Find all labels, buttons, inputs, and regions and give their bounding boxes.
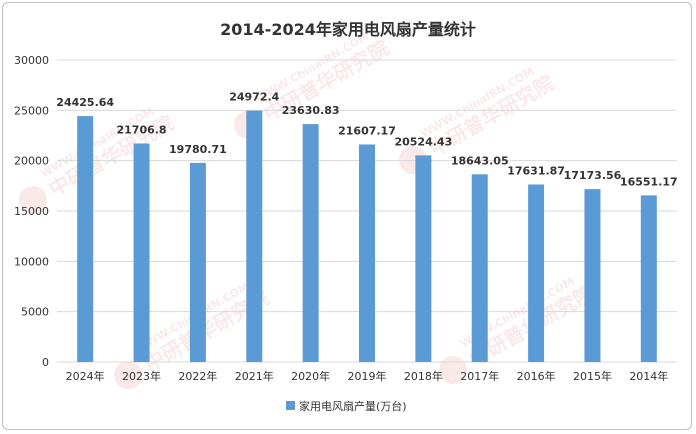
legend-swatch <box>286 401 295 410</box>
bar <box>640 195 657 362</box>
x-tick-label: 2021年 <box>235 369 274 383</box>
x-tick-label: 2018年 <box>404 369 443 383</box>
bar <box>189 162 206 362</box>
data-label: 20524.43 <box>394 135 452 148</box>
y-tick-label: 20000 <box>14 155 49 168</box>
watermark-logo-icon <box>114 361 143 389</box>
x-tick-label: 2024年 <box>66 369 105 383</box>
bar <box>584 189 601 362</box>
bar <box>471 174 488 362</box>
data-label: 19780.71 <box>169 143 227 156</box>
bar <box>528 184 545 362</box>
x-tick-label: 2015年 <box>573 369 612 383</box>
y-tick-label: 0 <box>42 356 49 369</box>
bar <box>77 116 94 362</box>
x-tick-label: 2017年 <box>460 369 499 383</box>
y-tick-label: 30000 <box>14 54 49 67</box>
x-tick-label: 2020年 <box>291 369 330 383</box>
data-label: 24425.64 <box>56 96 114 109</box>
chart-frame <box>2 2 692 430</box>
x-tick-label: 2023年 <box>122 369 161 383</box>
legend: 家用电风扇产量(万台) <box>286 399 407 413</box>
data-label: 17631.87 <box>507 165 565 178</box>
bars <box>77 110 657 363</box>
bar <box>359 144 375 362</box>
data-label: 23630.83 <box>282 104 340 117</box>
bar <box>415 155 432 362</box>
x-tick-label: 2019年 <box>348 369 387 383</box>
bar <box>133 143 150 362</box>
x-tick-label: 2014年 <box>629 369 668 383</box>
y-axis-ticks: 0 5000 10000 15000 20000 25000 30000 <box>14 54 49 369</box>
data-label: 21706.8 <box>116 123 166 136</box>
x-axis-ticks: 2024年 2023年 2022年 2021年 2020年 2019年 2018年 2017年… <box>66 369 669 383</box>
y-tick-label: 25000 <box>14 104 49 117</box>
data-label: 17173.56 <box>564 169 622 182</box>
y-tick-label: 5000 <box>21 306 49 319</box>
data-label: 21607.17 <box>338 124 396 137</box>
legend-label: 家用电风扇产量(万台) <box>299 399 407 413</box>
data-label: 24972.4 <box>229 91 279 104</box>
watermark-logo-icon <box>19 186 48 214</box>
watermark-logo-icon <box>439 356 468 384</box>
bar <box>246 110 263 362</box>
data-label: 18643.05 <box>451 154 509 167</box>
chart-title: 2014-2024年家用电风扇产量统计 <box>220 20 476 39</box>
y-tick-label: 10000 <box>14 255 49 268</box>
bar <box>302 124 319 363</box>
x-tick-label: 2022年 <box>178 369 217 383</box>
x-tick-label: 2016年 <box>517 369 556 383</box>
y-tick-label: 15000 <box>14 205 49 218</box>
data-label: 16551.17 <box>620 175 678 188</box>
